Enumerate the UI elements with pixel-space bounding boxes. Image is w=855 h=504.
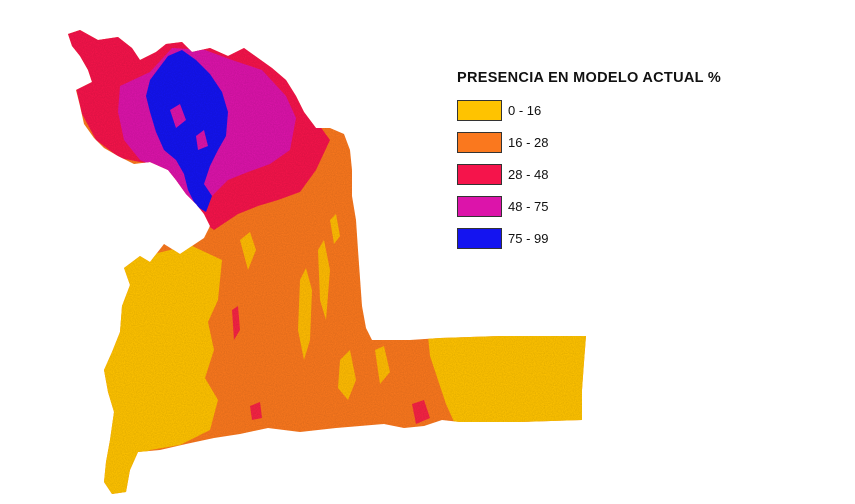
- legend-item: 75 - 99: [457, 222, 721, 254]
- legend-label: 28 - 48: [508, 166, 549, 182]
- legend-swatch-48-75: [457, 195, 502, 217]
- legend-item: 28 - 48: [457, 158, 721, 190]
- legend-item: 0 - 16: [457, 94, 721, 126]
- legend: PRESENCIA EN MODELO ACTUAL % 0 - 16 16 -…: [457, 70, 721, 254]
- legend-label: 48 - 75: [508, 198, 549, 214]
- legend-item: 48 - 75: [457, 190, 721, 222]
- legend-label: 16 - 28: [508, 134, 549, 150]
- legend-label: 0 - 16: [508, 102, 542, 118]
- legend-swatch-28-48: [457, 163, 502, 185]
- legend-swatch-0-16: [457, 99, 502, 121]
- legend-swatch-75-99: [457, 227, 502, 249]
- legend-item: 16 - 28: [457, 126, 721, 158]
- legend-label: 75 - 99: [508, 230, 549, 246]
- legend-title: PRESENCIA EN MODELO ACTUAL %: [457, 70, 722, 86]
- legend-swatch-16-28: [457, 131, 502, 153]
